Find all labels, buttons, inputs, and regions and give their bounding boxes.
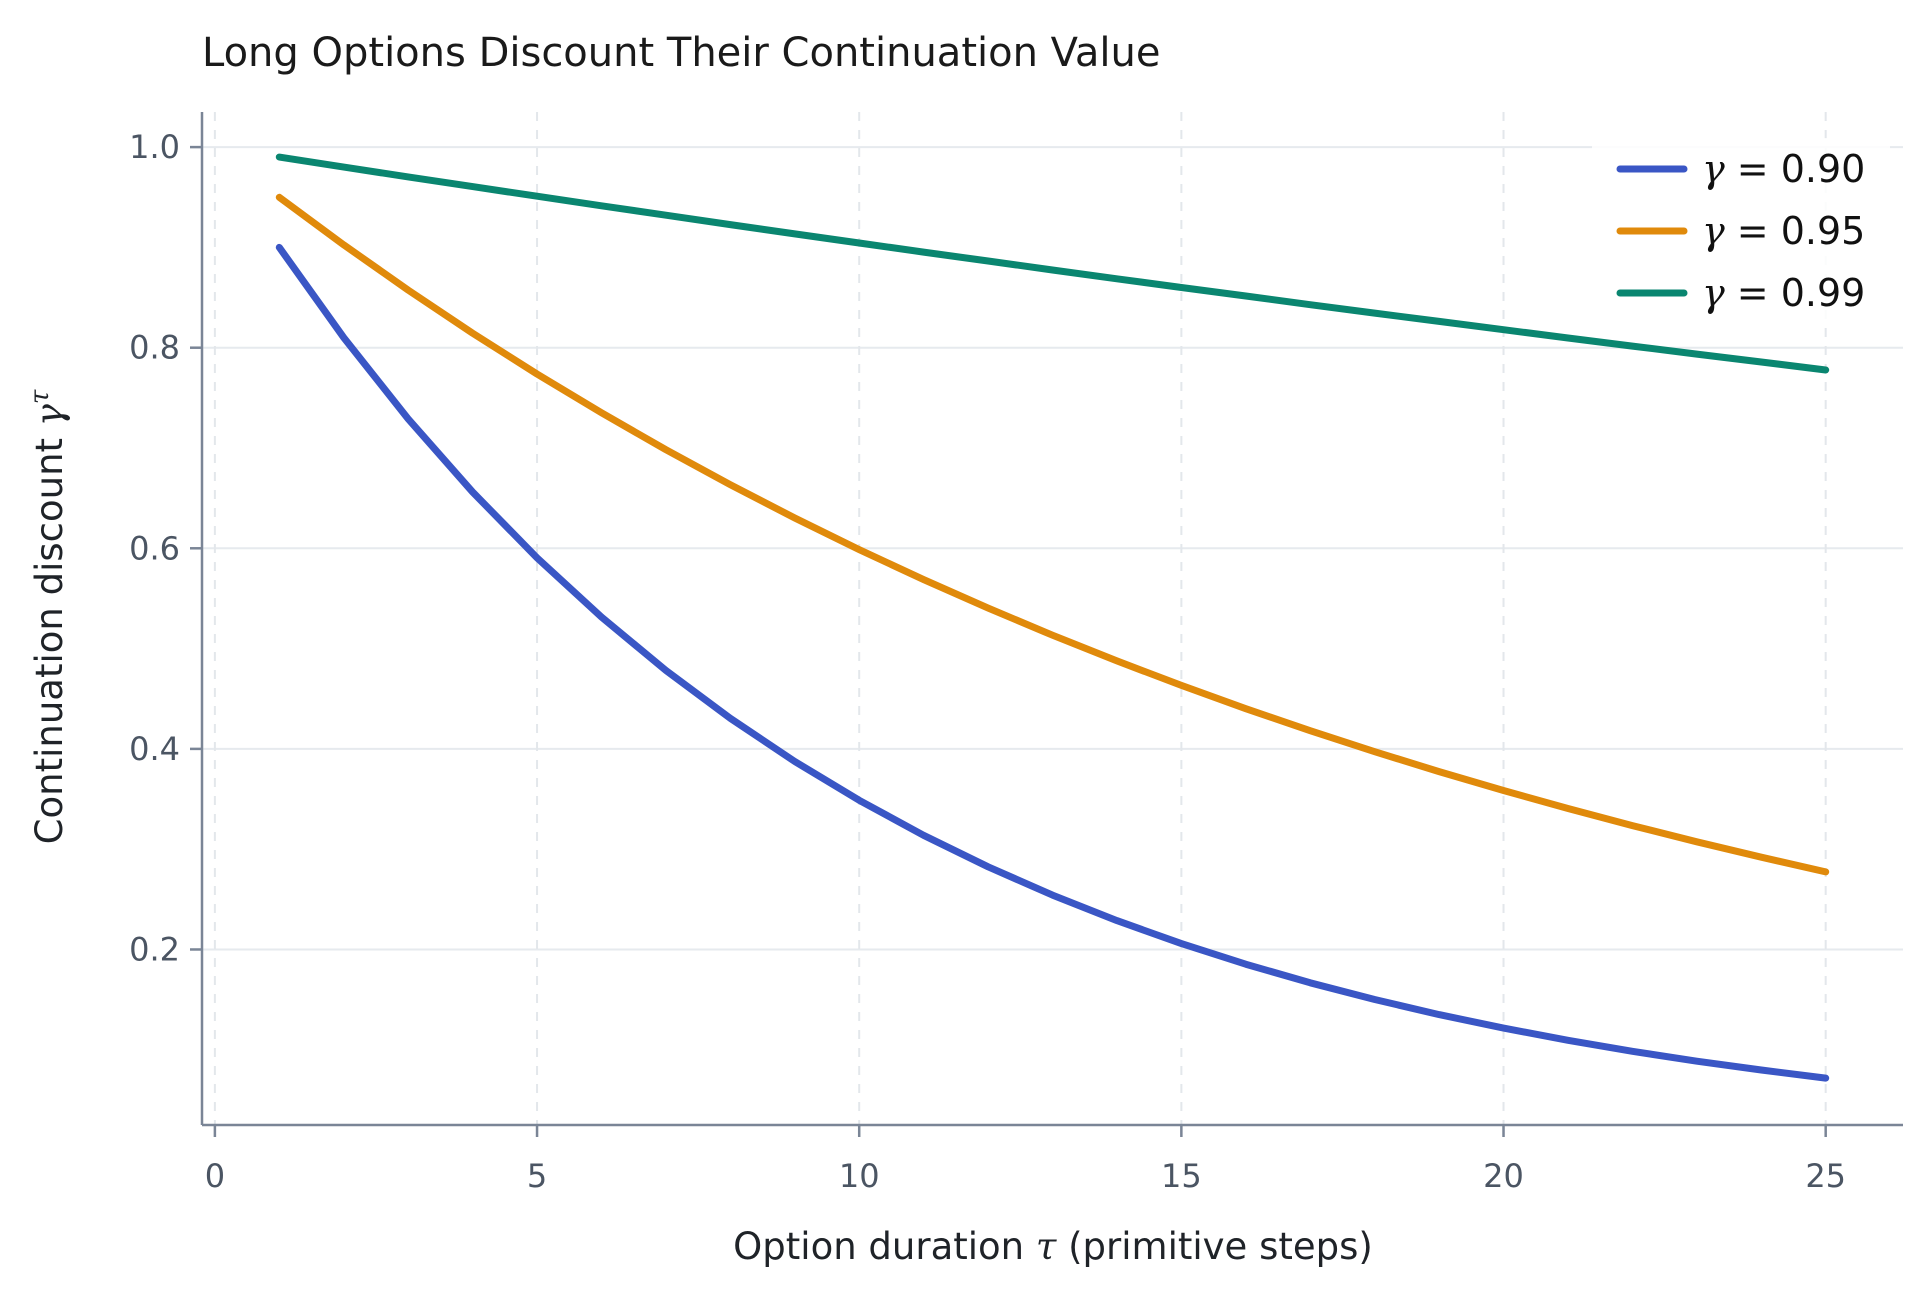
legend-label: γ = 0.90 [1702, 147, 1865, 191]
chart-title: Long Options Discount Their Continuation… [202, 30, 1161, 76]
legend-label: γ = 0.99 [1702, 271, 1865, 315]
x-tick-label: 25 [1805, 1157, 1846, 1195]
x-tick-label: 15 [1161, 1157, 1202, 1195]
y-axis-label: Continuation discount γτ [25, 389, 71, 844]
x-tick-label: 10 [839, 1157, 880, 1195]
x-axis-label: Option duration τ (primitive steps) [733, 1225, 1373, 1268]
x-tick-label: 5 [527, 1157, 547, 1195]
x-tick-label: 20 [1483, 1157, 1524, 1195]
y-tick-label: 0.4 [129, 730, 180, 768]
legend-label: γ = 0.95 [1702, 209, 1865, 253]
y-tick-label: 1.0 [129, 128, 180, 166]
y-tick-label: 0.2 [129, 930, 180, 968]
series-layer [275, 153, 1830, 1082]
y-tick-label: 0.6 [129, 529, 180, 567]
legend: γ = 0.90 γ = 0.95 γ = 0.99 [1592, 138, 1890, 328]
x-tick-label: 0 [205, 1157, 225, 1195]
ticks: 0.2 0.4 0.6 0.8 1.0 0 5 10 15 20 25 [129, 128, 1846, 1195]
series-line-2 [275, 193, 1830, 876]
y-tick-label: 0.8 [129, 329, 180, 367]
series-line-1 [275, 243, 1830, 1082]
series-line-3 [275, 153, 1830, 374]
